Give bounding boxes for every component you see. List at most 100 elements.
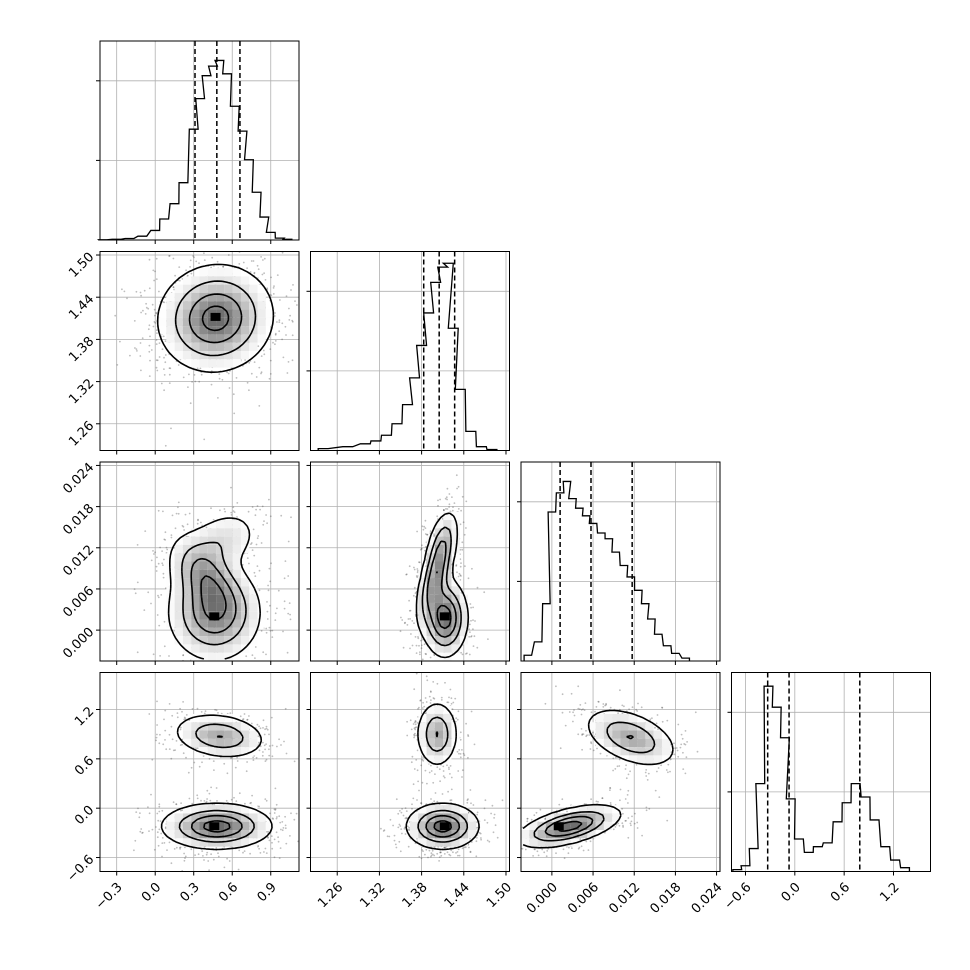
sample-point: [260, 668, 262, 670]
sample-point: [159, 655, 162, 657]
sample-point: [249, 802, 252, 805]
density-cell: [207, 292, 217, 302]
sample-point: [215, 847, 218, 849]
density-cell: [182, 334, 192, 343]
sample-point: [171, 714, 174, 717]
sample-point: [200, 799, 202, 802]
sample-point: [470, 635, 472, 638]
density-cell: [191, 586, 200, 595]
sample-point: [414, 636, 417, 638]
sample-point: [267, 589, 270, 592]
sample-point: [264, 748, 266, 751]
density-cell: [174, 821, 183, 831]
density-cell: [240, 730, 250, 739]
density-cell: [216, 317, 225, 327]
density-cell: [191, 627, 200, 637]
density-cell: [216, 730, 225, 739]
sample-point: [271, 629, 274, 632]
histogram-2: [523, 480, 691, 661]
sample-point: [148, 344, 151, 347]
sample-point: [188, 675, 190, 677]
sample-point: [263, 744, 266, 747]
sample-point: [239, 715, 242, 718]
density-cell: [158, 326, 167, 335]
sample-point: [148, 258, 151, 261]
sample-point: [284, 707, 287, 710]
density-cell: [166, 830, 175, 839]
sample-point: [225, 799, 228, 802]
density-cell: [182, 594, 192, 603]
sample-point: [265, 727, 268, 730]
density-cell: [224, 821, 233, 831]
sample-point: [295, 812, 298, 815]
sample-point: [148, 375, 151, 377]
sample-point: [236, 756, 239, 759]
sample-point: [212, 858, 215, 861]
sample-point: [424, 666, 426, 668]
density-cell: [240, 334, 250, 343]
density-cell: [191, 528, 200, 537]
density-cell: [216, 561, 225, 570]
sample-point: [470, 606, 472, 609]
sample-point: [158, 803, 161, 806]
density-cell: [182, 730, 192, 739]
density-cell: [174, 544, 183, 554]
density-cell: [224, 342, 233, 351]
sample-point: [260, 371, 263, 374]
sample-point: [224, 510, 227, 513]
sample-point: [219, 509, 221, 512]
sample-point: [417, 637, 420, 640]
density-cell: [182, 805, 192, 814]
sample-point: [285, 295, 288, 298]
density-cell: [199, 644, 208, 653]
sample-point: [162, 510, 164, 513]
density-cell: [216, 334, 225, 343]
sample-point: [255, 376, 258, 378]
density-cell: [232, 342, 241, 351]
sample-point: [156, 700, 158, 703]
sample-point: [153, 553, 155, 555]
sample-point: [468, 628, 470, 630]
sample-point: [262, 741, 264, 744]
sample-point: [177, 364, 180, 366]
sample-point: [278, 815, 281, 818]
density-cell: [443, 528, 452, 537]
sample-point: [465, 653, 467, 655]
density-cell: [216, 602, 225, 612]
density-cell: [224, 284, 233, 293]
density-cell: [199, 619, 208, 628]
density-cell: [232, 351, 241, 360]
sample-point: [183, 529, 186, 531]
sample-point: [172, 286, 175, 288]
sample-point: [266, 601, 268, 603]
sample-point: [276, 321, 278, 323]
sample-point: [405, 573, 408, 576]
density-cell: [240, 722, 250, 731]
sample-point: [274, 340, 277, 342]
sample-point: [287, 575, 290, 577]
density-cell: [166, 292, 175, 302]
sample-point: [424, 652, 427, 655]
density-cell: [240, 301, 250, 310]
density-cell: [426, 619, 435, 628]
density-cell: [232, 561, 241, 570]
density-cell: [174, 284, 183, 293]
sample-point: [283, 607, 286, 610]
sample-point: [236, 516, 238, 518]
sample-point: [420, 647, 423, 650]
sample-point: [193, 761, 196, 764]
sample-point: [269, 348, 272, 350]
density-cell: [240, 738, 250, 748]
sample-point: [279, 299, 281, 301]
density-cell: [182, 301, 192, 310]
density-cell: [182, 544, 192, 554]
density-cell: [240, 830, 250, 839]
sample-point: [236, 760, 239, 762]
sample-point: [244, 802, 246, 805]
sample-point: [444, 497, 447, 500]
sample-point: [185, 756, 187, 759]
sample-point: [283, 600, 286, 603]
sample-point: [164, 444, 167, 447]
sample-point: [262, 349, 265, 352]
sample-point: [465, 500, 468, 503]
